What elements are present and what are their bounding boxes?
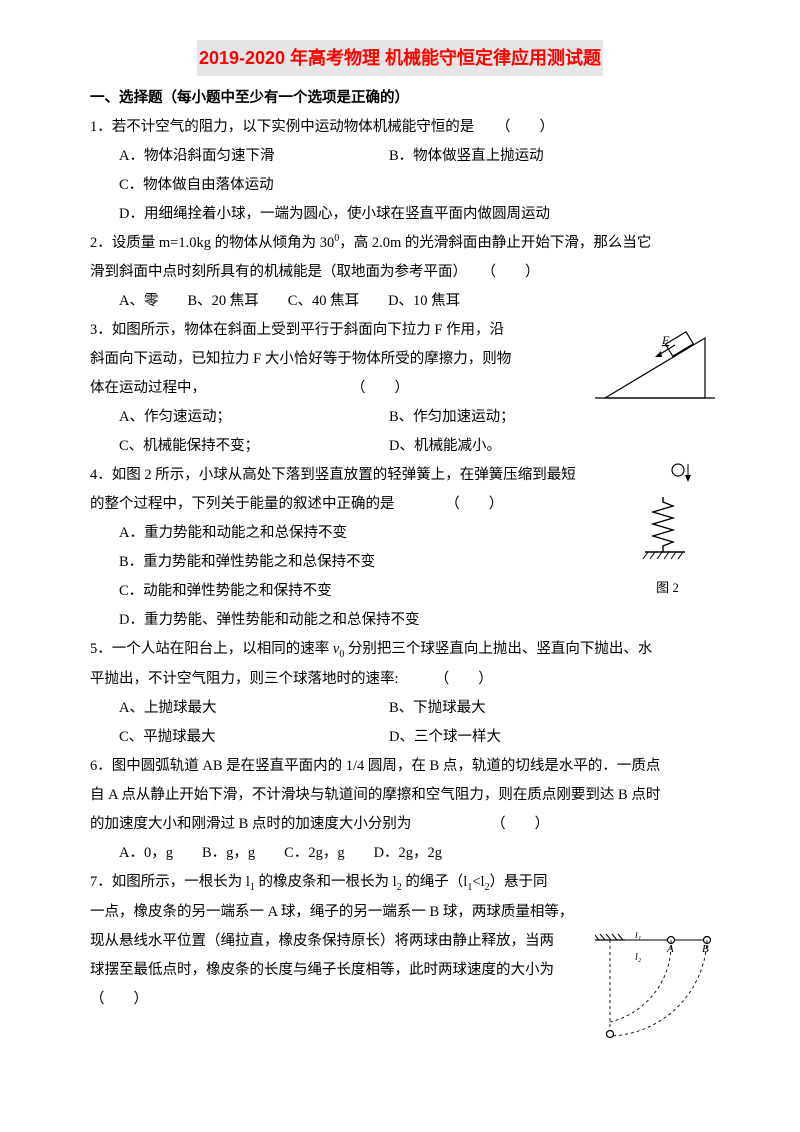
- q3-optC: C、机械能保持不变；: [119, 432, 389, 461]
- figure-rubber: B A l₁ l₂: [595, 932, 715, 1042]
- q6-opts: A．0，g B．g，g C．2g，g D．2g，2g: [90, 839, 710, 868]
- q4-optA: A．重力势能和动能之和总保持不变: [119, 519, 710, 548]
- q1-optD: D．用细绳拴着小球，一端为圆心，使小球在竖直平面内做圆周运动: [119, 200, 710, 229]
- q3-options: A、作匀速运动； B、作匀加速运动； C、机械能保持不变； D、机械能减小。: [90, 403, 710, 461]
- q3-optA: A、作匀速运动；: [119, 403, 389, 432]
- q7-lt: <l: [472, 874, 484, 890]
- q4-line1: 4．如图 2 所示，小球从高处下落到竖直放置的轻弹簧上，在弹簧压缩到最短: [90, 461, 710, 490]
- q2-stem2: ，高 2.0m 的光滑斜面由静止开始下滑，那么当它: [339, 235, 651, 251]
- spring-icon: [640, 462, 695, 562]
- q3-optD: D、机械能减小。: [389, 432, 501, 461]
- q1-stem: 1．若不计空气的阻力，以下实例中运动物体机械能守恒的是 （ ）: [90, 113, 710, 142]
- q4-options: A．重力势能和动能之和总保持不变 B．重力势能和弹性势能之和总保持不变 C．动能…: [90, 519, 710, 635]
- rubber-icon: B A l₁ l₂: [595, 932, 715, 1042]
- q7-l1d: ）悬于同: [490, 874, 548, 890]
- q2-line1: 2．设质量 m=1.0kg 的物体从倾角为 300，高 2.0m 的光滑斜面由静…: [90, 229, 710, 258]
- page-title: 2019-2020 年高考物理 机械能守恒定律应用测试题: [197, 40, 603, 76]
- q4-optC: C．动能和弹性势能之和保持不变: [119, 577, 710, 606]
- incline-icon: F: [595, 328, 715, 400]
- q5-optA: A、上抛球最大: [119, 694, 389, 723]
- q5-line1: 5．一个人站在阳台上，以相同的速率 v0 分别把三个球竖直向上抛出、竖直向下抛出…: [90, 635, 710, 665]
- q4-line2: 的整个过程中，下列关于能量的叙述中正确的是 （ ）: [90, 490, 710, 519]
- q6-line3: 的加速度大小和刚滑过 B 点时的加速度大小分别为 （ ）: [90, 810, 710, 839]
- q5-l1b: 分别把三个球竖直向上抛出、竖直向下抛出、水: [344, 641, 652, 657]
- q3-optB: B、作匀加速运动；: [389, 403, 515, 432]
- q5-optB: B、下抛球最大: [389, 694, 486, 723]
- q4-optB: B．重力势能和弹性势能之和总保持不变: [119, 548, 710, 577]
- q1-optA: A．物体沿斜面匀速下滑: [119, 142, 389, 171]
- q4-optD: D．重力势能、弹性势能和动能之和总保持不变: [119, 606, 710, 635]
- figure-spring-caption: 图 2: [640, 575, 695, 601]
- label-l1: l₁: [635, 932, 641, 941]
- q6-line1: 6．图中圆弧轨道 AB 是在竖直平面内的 1/4 圆周，在 B 点，轨道的切线是…: [90, 752, 710, 781]
- q5-line2: 平抛出，不计空气阻力，则三个球落地时的速率: （ ）: [90, 665, 710, 694]
- q7-line2: 一点，橡皮条的另一端系一 A 球，绳子的另一端系一 B 球，两球质量相等，: [90, 898, 710, 927]
- q5-l1a: 5．一个人站在阳台上，以相同的速率: [90, 641, 333, 657]
- q7-l1b: 的橡皮条和一根长为 l: [255, 874, 397, 890]
- page: 2019-2020 年高考物理 机械能守恒定律应用测试题 一、选择题（每小题中至…: [0, 0, 800, 1132]
- q2-opts: A、零 B、20 焦耳 C、40 焦耳 D、10 焦耳: [90, 287, 710, 316]
- q5-optC: C、平抛球最大: [119, 723, 389, 752]
- q6-line2: 自 A 点从静止开始下滑，不计滑块与轨道间的摩擦和空气阻力，则在质点刚要到达 B…: [90, 781, 710, 810]
- figure-incline: F: [595, 328, 715, 400]
- label-l2: l₂: [635, 952, 642, 963]
- label-A: A: [666, 943, 674, 955]
- title-wrap: 2019-2020 年高考物理 机械能守恒定律应用测试题: [90, 40, 710, 76]
- q2-stem1: 2．设质量 m=1.0kg 的物体从倾角为 30: [90, 235, 334, 251]
- q1-options: A．物体沿斜面匀速下滑 B．物体做竖直上抛运动 C．物体做自由落体运动 D．用细…: [90, 142, 710, 229]
- q5-optD: D、三个球一样大: [389, 723, 501, 752]
- q7-line1: 7．如图所示，一根长为 l1 的橡皮条和一根长为 l2 的绳子（l1<l2）悬于…: [90, 868, 710, 898]
- label-F: F: [661, 333, 670, 347]
- q1-optB: B．物体做竖直上抛运动: [389, 142, 544, 171]
- q1-optC: C．物体做自由落体运动: [119, 171, 710, 200]
- q5-options: A、上抛球最大 B、下抛球最大 C、平抛球最大 D、三个球一样大: [90, 694, 710, 752]
- q2-line2: 滑到斜面中点时刻所具有的机械能是（取地面为参考平面） （ ）: [90, 258, 710, 287]
- figure-spring: 图 2: [640, 462, 695, 580]
- section-heading: 一、选择题（每小题中至少有一个选项是正确的）: [90, 84, 710, 113]
- q7-l1a: 7．如图所示，一根长为 l: [90, 874, 250, 890]
- q7-l1c: 的绳子（l: [402, 874, 468, 890]
